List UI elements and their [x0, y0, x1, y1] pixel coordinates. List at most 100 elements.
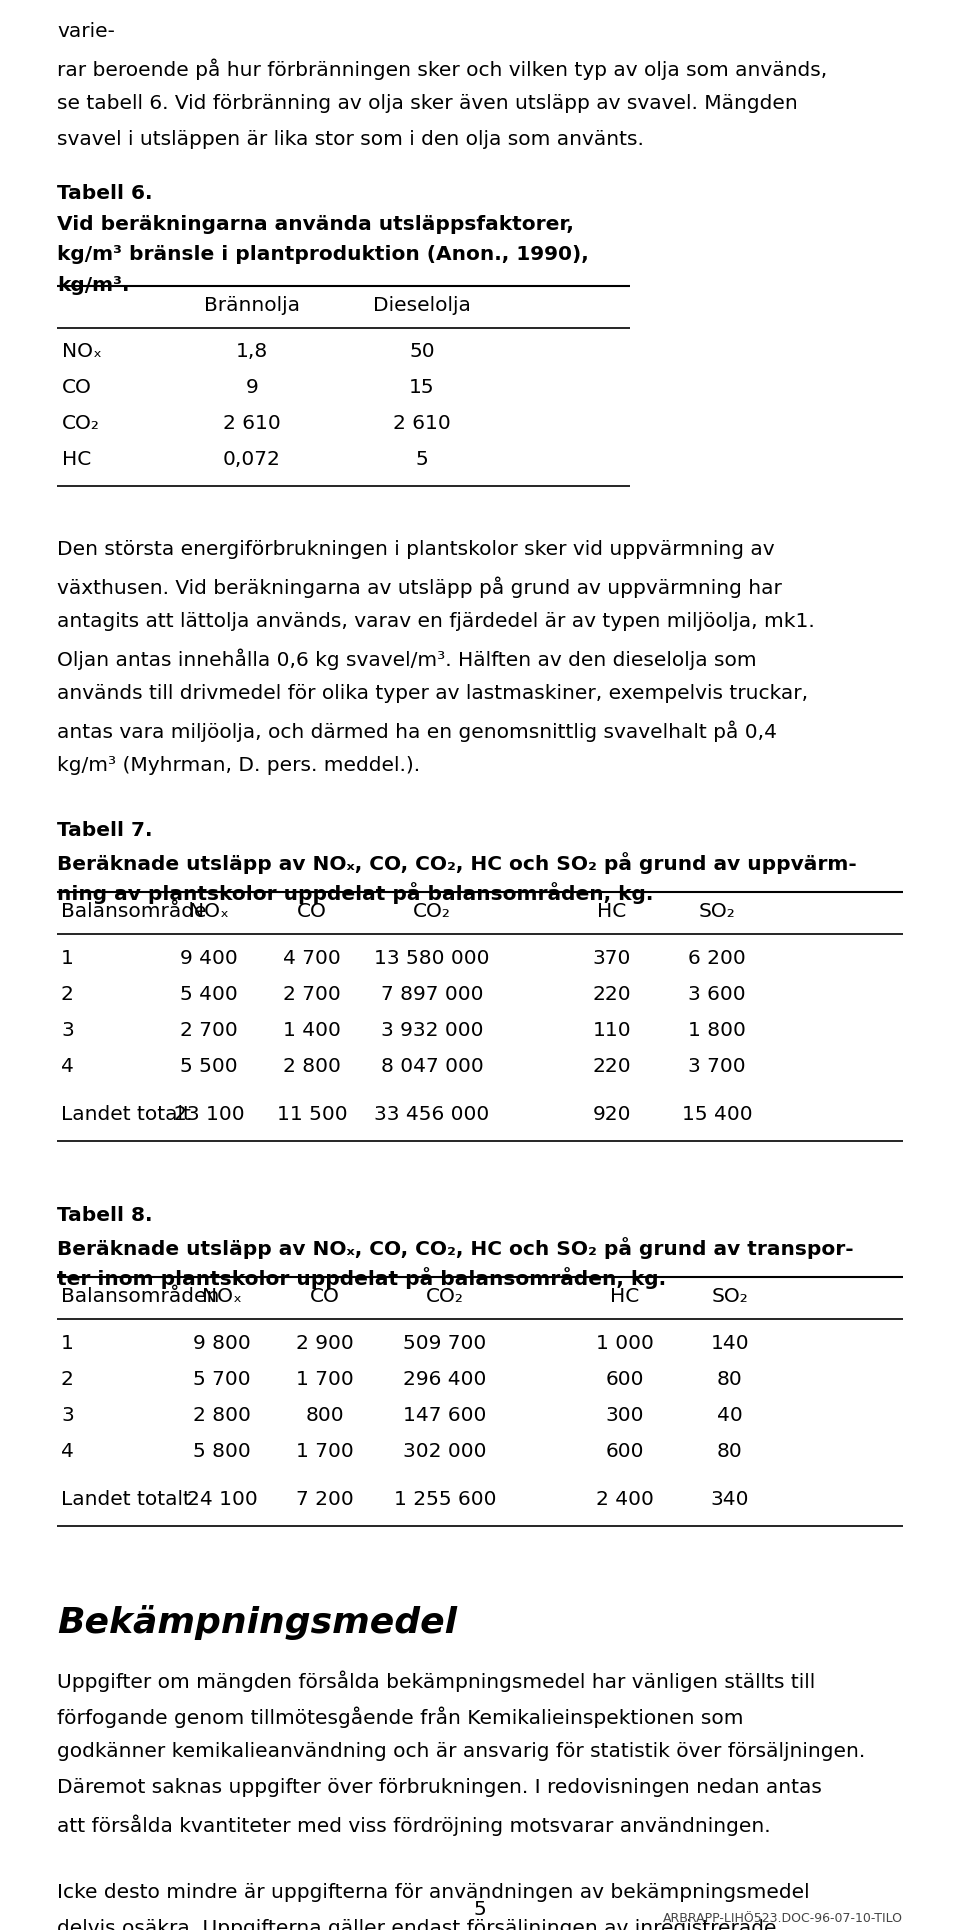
Text: 220: 220 — [592, 1056, 632, 1075]
Text: 6 200: 6 200 — [688, 950, 746, 967]
Text: HC: HC — [62, 450, 91, 469]
Text: ARBRAPP-LIHÖ523.DOC-96-07-10-TILO: ARBRAPP-LIHÖ523.DOC-96-07-10-TILO — [663, 1913, 903, 1924]
Text: 509 700: 509 700 — [403, 1334, 487, 1353]
Text: CO: CO — [62, 378, 92, 398]
Text: 11 500: 11 500 — [276, 1106, 348, 1123]
Text: 3: 3 — [61, 1021, 74, 1040]
Text: Landet totalt: Landet totalt — [61, 1106, 191, 1123]
Text: Beräknade utsläpp av NOₓ, CO, CO₂, HC och SO₂ på grund av transpor-: Beräknade utsläpp av NOₓ, CO, CO₂, HC oc… — [57, 1237, 853, 1258]
Text: 1 000: 1 000 — [596, 1334, 654, 1353]
Text: 3: 3 — [61, 1405, 74, 1424]
Text: 302 000: 302 000 — [403, 1442, 487, 1461]
Text: 5: 5 — [416, 450, 428, 469]
Text: växthusen. Vid beräkningarna av utsläpp på grund av uppvärmning har: växthusen. Vid beräkningarna av utsläpp … — [57, 577, 781, 598]
Text: 296 400: 296 400 — [403, 1370, 487, 1388]
Text: 600: 600 — [606, 1442, 644, 1461]
Text: CO₂: CO₂ — [426, 1287, 464, 1307]
Text: 9: 9 — [246, 378, 258, 398]
Text: att försålda kvantiteter med viss fördröjning motsvarar användningen.: att försålda kvantiteter med viss fördrö… — [57, 1814, 771, 1835]
Text: 2 400: 2 400 — [596, 1490, 654, 1509]
Text: 33 456 000: 33 456 000 — [374, 1106, 490, 1123]
Text: förfogande genom tillmötesgående från Kemikalieinspektionen som: förfogande genom tillmötesgående från Ke… — [57, 1706, 743, 1727]
Text: 80: 80 — [717, 1442, 743, 1461]
Text: 0,072: 0,072 — [223, 450, 281, 469]
Text: 2 800: 2 800 — [193, 1405, 251, 1424]
Text: Däremot saknas uppgifter över förbrukningen. I redovisningen nedan antas: Däremot saknas uppgifter över förbruknin… — [57, 1778, 822, 1797]
Text: Icke desto mindre är uppgifterna för användningen av bekämpningsmedel: Icke desto mindre är uppgifterna för anv… — [57, 1882, 809, 1901]
Text: se tabell 6. Vid förbränning av olja sker även utsläpp av svavel. Mängden: se tabell 6. Vid förbränning av olja ske… — [57, 95, 798, 114]
Text: 15 400: 15 400 — [682, 1106, 753, 1123]
Text: 23 100: 23 100 — [174, 1106, 244, 1123]
Text: 5 400: 5 400 — [180, 984, 238, 1004]
Text: NOₓ: NOₓ — [202, 1287, 242, 1307]
Text: Tabell 6.: Tabell 6. — [57, 183, 153, 203]
Text: 9 400: 9 400 — [180, 950, 238, 967]
Text: Uppgifter om mängden försålda bekämpningsmedel har vänligen ställts till: Uppgifter om mängden försålda bekämpning… — [57, 1669, 815, 1693]
Text: antagits att lättolja används, varav en fjärdedel är av typen miljöolja, mk1.: antagits att lättolja används, varav en … — [57, 612, 815, 631]
Text: 300: 300 — [606, 1405, 644, 1424]
Text: NOₓ: NOₓ — [189, 901, 228, 921]
Text: 5 700: 5 700 — [193, 1370, 251, 1388]
Text: 1 800: 1 800 — [688, 1021, 746, 1040]
Text: 3 600: 3 600 — [688, 984, 746, 1004]
Text: rar beroende på hur förbränningen sker och vilken typ av olja som används,: rar beroende på hur förbränningen sker o… — [57, 58, 828, 79]
Text: 4: 4 — [61, 1442, 74, 1461]
Text: 5 500: 5 500 — [180, 1056, 238, 1075]
Text: Tabell 7.: Tabell 7. — [57, 820, 153, 840]
Text: 920: 920 — [592, 1106, 632, 1123]
Text: 2 900: 2 900 — [296, 1334, 354, 1353]
Text: 40: 40 — [717, 1405, 743, 1424]
Text: ter inom plantskolor uppdelat på balansområden, kg.: ter inom plantskolor uppdelat på balanso… — [57, 1268, 666, 1289]
Text: 80: 80 — [717, 1370, 743, 1388]
Text: 13 580 000: 13 580 000 — [374, 950, 490, 967]
Text: 147 600: 147 600 — [403, 1405, 487, 1424]
Text: 2 610: 2 610 — [394, 415, 451, 432]
Text: Beräknade utsläpp av NOₓ, CO, CO₂, HC och SO₂ på grund av uppvärm-: Beräknade utsläpp av NOₓ, CO, CO₂, HC oc… — [57, 851, 856, 874]
Text: Balansområde: Balansområde — [61, 901, 206, 921]
Text: 3 700: 3 700 — [688, 1056, 746, 1075]
Text: Landet totalt: Landet totalt — [61, 1490, 191, 1509]
Text: 4 700: 4 700 — [283, 950, 341, 967]
Text: 7 200: 7 200 — [296, 1490, 354, 1509]
Text: 340: 340 — [710, 1490, 749, 1509]
Text: 1 700: 1 700 — [296, 1370, 354, 1388]
Text: SO₂: SO₂ — [711, 1287, 749, 1307]
Text: 800: 800 — [305, 1405, 345, 1424]
Text: Dieselolja: Dieselolja — [373, 295, 471, 315]
Text: 15: 15 — [409, 378, 435, 398]
Text: 8 047 000: 8 047 000 — [380, 1056, 484, 1075]
Text: används till drivmedel för olika typer av lastmaskiner, exempelvis truckar,: används till drivmedel för olika typer a… — [57, 685, 808, 703]
Text: kg/m³ (Myhrman, D. pers. meddel.).: kg/m³ (Myhrman, D. pers. meddel.). — [57, 757, 420, 776]
Text: svavel i utsläppen är lika stor som i den olja som använts.: svavel i utsläppen är lika stor som i de… — [57, 129, 644, 149]
Text: 4: 4 — [61, 1056, 74, 1075]
Text: Bekämpningsmedel: Bekämpningsmedel — [57, 1606, 457, 1640]
Text: kg/m³.: kg/m³. — [57, 276, 130, 295]
Text: Oljan antas innehålla 0,6 kg svavel/m³. Hälften av den dieselolja som: Oljan antas innehålla 0,6 kg svavel/m³. … — [57, 648, 756, 670]
Text: HC: HC — [611, 1287, 639, 1307]
Text: 1: 1 — [61, 950, 74, 967]
Text: varie-: varie- — [57, 21, 115, 41]
Text: 1 400: 1 400 — [283, 1021, 341, 1040]
Text: 110: 110 — [592, 1021, 632, 1040]
Text: 2: 2 — [61, 984, 74, 1004]
Text: CO: CO — [310, 1287, 340, 1307]
Text: 2: 2 — [61, 1370, 74, 1388]
Text: CO₂: CO₂ — [413, 901, 451, 921]
Text: 9 800: 9 800 — [193, 1334, 251, 1353]
Text: NOₓ: NOₓ — [62, 342, 102, 361]
Text: HC: HC — [597, 901, 627, 921]
Text: 1: 1 — [61, 1334, 74, 1353]
Text: CO₂: CO₂ — [62, 415, 100, 432]
Text: 2 700: 2 700 — [180, 1021, 238, 1040]
Text: kg/m³ bränsle i plantproduktion (Anon., 1990),: kg/m³ bränsle i plantproduktion (Anon., … — [57, 245, 588, 264]
Text: 24 100: 24 100 — [186, 1490, 257, 1509]
Text: 370: 370 — [593, 950, 631, 967]
Text: delvis osäkra. Uppgifterna gäller endast försäljningen av inregistrerade: delvis osäkra. Uppgifterna gäller endast… — [57, 1918, 777, 1930]
Text: 1 700: 1 700 — [296, 1442, 354, 1461]
Text: CO: CO — [297, 901, 327, 921]
Text: 7 897 000: 7 897 000 — [381, 984, 483, 1004]
Text: antas vara miljöolja, och därmed ha en genomsnittlig svavelhalt på 0,4: antas vara miljöolja, och därmed ha en g… — [57, 720, 777, 741]
Text: 1 255 600: 1 255 600 — [394, 1490, 496, 1509]
Text: 5 800: 5 800 — [193, 1442, 251, 1461]
Text: Vid beräkningarna använda utsläppsfaktorer,: Vid beräkningarna använda utsläppsfaktor… — [57, 214, 574, 234]
